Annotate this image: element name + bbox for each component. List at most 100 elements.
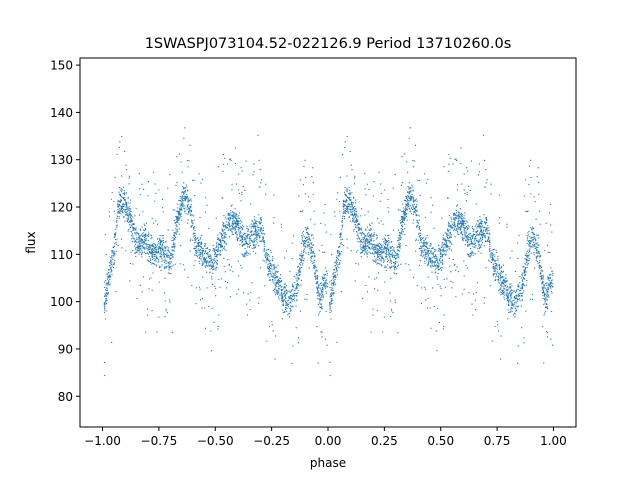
data-point [155, 220, 157, 222]
data-point [491, 259, 493, 261]
data-point [422, 237, 424, 240]
data-point [187, 199, 189, 201]
data-point [195, 253, 197, 255]
data-point [222, 197, 224, 199]
data-point [127, 219, 129, 221]
data-point [267, 248, 269, 251]
data-point [356, 234, 358, 237]
data-point [189, 240, 191, 242]
data-point [497, 279, 499, 281]
data-point [144, 238, 146, 240]
data-point [338, 263, 340, 265]
data-point [221, 246, 223, 248]
data-point [269, 276, 271, 278]
data-point [417, 220, 419, 222]
data-point [142, 246, 144, 249]
data-point [336, 249, 338, 252]
data-point [108, 284, 110, 286]
data-point [225, 216, 227, 218]
data-point [320, 331, 322, 333]
data-point [135, 229, 137, 231]
data-point [117, 203, 119, 205]
data-point [446, 233, 448, 235]
data-point [501, 291, 504, 293]
data-point [390, 300, 392, 302]
data-point [186, 208, 188, 211]
data-point [468, 255, 470, 257]
data-point [106, 292, 108, 294]
data-point [168, 262, 170, 264]
data-point [443, 243, 445, 245]
data-point [339, 243, 341, 245]
data-point [465, 240, 467, 242]
data-point [208, 256, 210, 258]
data-point [547, 291, 549, 293]
data-point [546, 291, 548, 293]
data-point [249, 225, 251, 227]
data-point [433, 227, 435, 229]
data-point [470, 256, 472, 258]
data-point [291, 362, 293, 364]
data-point [148, 288, 150, 290]
data-point [452, 258, 454, 261]
data-point [276, 293, 278, 295]
data-point [540, 270, 542, 272]
data-point [491, 340, 493, 342]
data-point [166, 255, 168, 257]
data-point [202, 276, 204, 278]
data-point [236, 213, 238, 216]
data-point [342, 206, 344, 208]
data-point [348, 216, 350, 218]
data-point [494, 267, 496, 269]
data-point [427, 253, 429, 255]
data-point [537, 167, 539, 169]
data-point [426, 307, 428, 309]
data-point [162, 248, 164, 250]
data-point [519, 276, 521, 278]
data-point [425, 258, 427, 260]
data-point [285, 289, 287, 291]
data-point [128, 221, 130, 223]
data-point [164, 250, 166, 252]
data-point [224, 271, 226, 273]
data-point [301, 255, 303, 257]
data-point [432, 261, 434, 263]
data-point [245, 239, 247, 241]
data-point [456, 159, 458, 162]
data-point [278, 291, 280, 293]
data-point [243, 244, 245, 246]
data-point [321, 299, 323, 301]
data-point [170, 273, 172, 275]
data-point [521, 293, 523, 295]
data-point [181, 199, 183, 201]
data-point [485, 216, 487, 218]
data-point [453, 219, 456, 221]
data-point [241, 193, 243, 196]
data-point [165, 240, 167, 243]
data-point [128, 210, 130, 212]
data-point [238, 230, 240, 232]
data-point [481, 235, 483, 237]
data-point [298, 271, 300, 273]
data-point [214, 258, 216, 260]
data-point [137, 237, 140, 239]
data-point [303, 259, 305, 262]
data-point [389, 252, 391, 254]
data-point [183, 192, 185, 194]
data-point [504, 298, 506, 300]
data-point [356, 210, 358, 212]
data-point [221, 278, 223, 280]
data-point [149, 245, 151, 247]
data-point [204, 260, 207, 262]
data-point [480, 225, 482, 227]
data-point [375, 261, 377, 264]
data-point [509, 283, 511, 285]
data-point [522, 285, 524, 287]
data-point [187, 201, 189, 203]
data-point [260, 216, 262, 218]
data-point [132, 240, 134, 243]
data-point [429, 261, 431, 263]
data-point [279, 282, 281, 284]
data-point [480, 227, 482, 229]
data-point [342, 154, 344, 156]
